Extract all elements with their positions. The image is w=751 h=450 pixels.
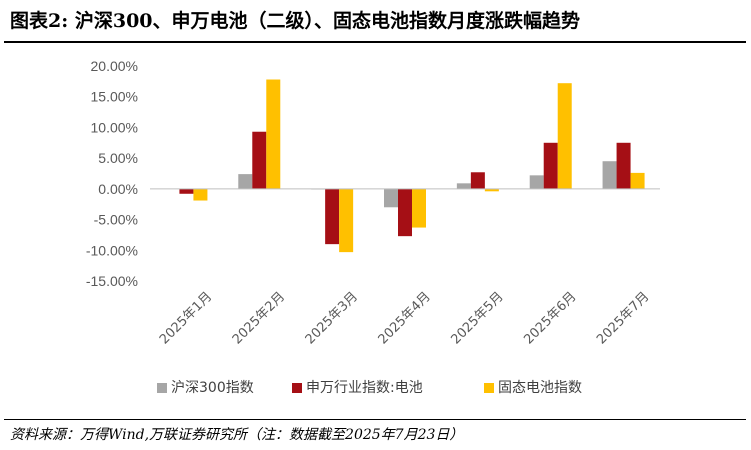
y-tick-label: 0.00% bbox=[98, 181, 138, 197]
source-note: 资料来源：万得Wind,万联证券研究所（注：数据截至2025年7月23日） bbox=[10, 427, 464, 443]
bar-chart: 20.00% 15.00% 10.00% 5.00% 0.00% -5.00% -10.00… bbox=[86, 58, 660, 396]
x-tick-label: 2025年4月 bbox=[376, 289, 434, 347]
bar-2-6 bbox=[543, 142, 558, 189]
legend-label-2: 申万行业指数:电池 bbox=[306, 380, 423, 396]
legend-swatch-3 bbox=[484, 383, 494, 393]
bar-2-7 bbox=[616, 142, 631, 189]
bar-3-7 bbox=[630, 172, 645, 189]
legend-label-1: 沪深300指数 bbox=[171, 380, 254, 396]
x-tick-label: 2025年5月 bbox=[448, 289, 506, 347]
bar-3-1 bbox=[193, 188, 208, 201]
bar-3-5 bbox=[484, 188, 499, 192]
y-tick-label: -5.00% bbox=[94, 212, 138, 228]
bar-3-6 bbox=[557, 83, 572, 189]
bars bbox=[179, 79, 645, 253]
bar-3-3 bbox=[339, 188, 354, 253]
bar-2-2 bbox=[252, 131, 267, 189]
x-tick-label: 2025年2月 bbox=[230, 289, 288, 347]
legend: 沪深300指数 申万行业指数:电池 固态电池指数 bbox=[157, 380, 582, 396]
legend-swatch-1 bbox=[157, 383, 167, 393]
bar-3-4 bbox=[412, 188, 426, 228]
bar-2-4 bbox=[398, 188, 412, 237]
bar-2-5 bbox=[470, 172, 485, 189]
figure-title: 图表2: 沪深300、申万电池（二级）、固态电池指数月度涨跌幅趋势 bbox=[10, 10, 581, 32]
y-tick-label: -15.00% bbox=[86, 273, 138, 289]
y-tick-label: 10.00% bbox=[91, 119, 138, 135]
y-axis: 20.00% 15.00% 10.00% 5.00% 0.00% -5.00% -10.00… bbox=[86, 58, 138, 289]
bar-2-1 bbox=[179, 188, 194, 194]
x-tick-label: 2025年3月 bbox=[303, 289, 361, 347]
bar-3-2 bbox=[266, 79, 281, 189]
legend-swatch-2 bbox=[292, 383, 302, 393]
bar-1-7 bbox=[602, 161, 617, 189]
x-axis: 2025年1月 2025年2月 2025年3月 2025年4月 2025年5月 2025年… bbox=[157, 289, 652, 347]
x-tick-label: 2025年1月 bbox=[157, 289, 215, 347]
bar-1-2 bbox=[238, 174, 253, 189]
y-tick-label: 15.00% bbox=[91, 89, 138, 105]
bar-1-5 bbox=[456, 183, 471, 189]
bar-1-4 bbox=[384, 188, 398, 208]
source-divider bbox=[4, 419, 746, 420]
y-tick-label: 20.00% bbox=[91, 58, 138, 74]
x-tick-label: 2025年6月 bbox=[521, 289, 579, 347]
y-tick-label: -10.00% bbox=[86, 242, 138, 258]
y-tick-label: 5.00% bbox=[98, 150, 138, 166]
title-divider bbox=[4, 41, 746, 43]
x-tick-label: 2025年7月 bbox=[594, 289, 652, 347]
bar-2-3 bbox=[325, 188, 340, 245]
legend-label-3: 固态电池指数 bbox=[498, 380, 582, 396]
bar-1-6 bbox=[529, 175, 544, 189]
